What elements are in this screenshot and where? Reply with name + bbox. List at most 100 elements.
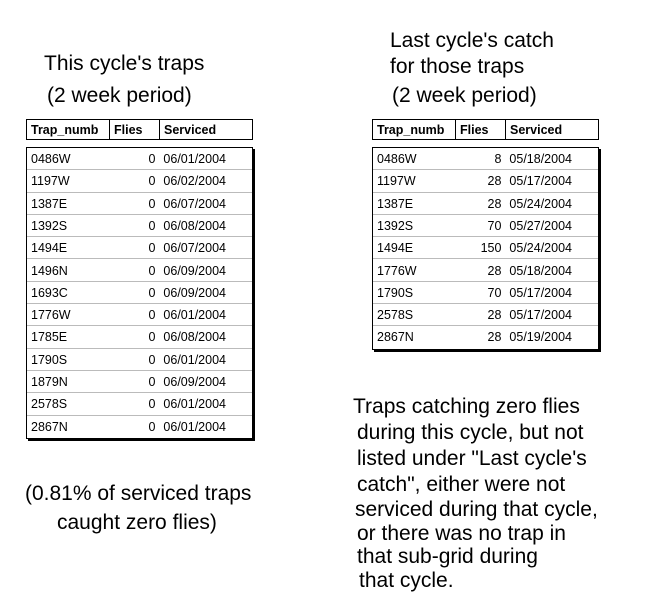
title-line: This cycle's traps xyxy=(44,52,205,75)
note-line: caught zero flies) xyxy=(57,511,217,534)
cell: 28 xyxy=(487,330,502,345)
cell: 05/24/2004 xyxy=(509,196,572,211)
cell: 0 xyxy=(148,330,156,345)
cell: 1879N xyxy=(31,375,68,389)
cell: 1387E xyxy=(377,196,414,211)
table-row: 0486W 8 05/18/2004 xyxy=(373,148,598,171)
table-row: 1494E 0 06/07/2004 xyxy=(27,237,252,260)
cell: 0 xyxy=(148,218,156,233)
cell: 70 xyxy=(487,285,502,300)
header-cell: Flies xyxy=(456,119,506,140)
cell: 06/01/2004 xyxy=(163,397,226,412)
cell: 28 xyxy=(487,174,502,189)
cell: 05/17/2004 xyxy=(509,308,572,323)
note-line: catch", either were not xyxy=(357,473,566,496)
note-line: serviced during that cycle, xyxy=(355,498,598,521)
table-row: 1776W 28 05/18/2004 xyxy=(373,260,598,282)
table-row: 2867N 28 05/19/2004 xyxy=(373,326,598,348)
cell: 2578S xyxy=(31,397,68,412)
cell: 8 xyxy=(494,152,502,166)
cell: 2867N xyxy=(377,330,414,345)
table-row: 0486W 0 06/01/2004 xyxy=(27,148,252,171)
cell: 28 xyxy=(487,196,502,211)
table-row: 1693C 0 06/09/2004 xyxy=(27,282,252,305)
table-row: 2867N 0 06/01/2004 xyxy=(27,416,252,438)
table-row: 1776W 0 06/01/2004 xyxy=(27,304,252,327)
table-row: 1790S 0 06/01/2004 xyxy=(27,349,252,371)
cell: 1197W xyxy=(31,174,70,189)
cell: 0 xyxy=(148,152,156,166)
table-row: 1392S 0 06/08/2004 xyxy=(27,215,252,238)
header-cell: Serviced xyxy=(160,119,253,140)
cell: 06/09/2004 xyxy=(163,263,226,278)
cell: 0 xyxy=(148,263,156,278)
note-line: during this cycle, but not xyxy=(357,421,584,444)
cell: 05/19/2004 xyxy=(509,330,572,345)
cell: 05/18/2004 xyxy=(509,152,572,166)
cell: 05/18/2004 xyxy=(509,263,572,278)
cell: 1494E xyxy=(31,241,68,256)
cell: 2578S xyxy=(377,308,414,323)
cell: 28 xyxy=(487,263,502,278)
table-row: 1197W 28 05/17/2004 xyxy=(373,170,598,193)
cell: 0 xyxy=(148,285,156,300)
cell: 1197W xyxy=(377,174,416,189)
cell: 1392S xyxy=(377,218,414,233)
cell: 2867N xyxy=(31,419,68,434)
cell: 0 xyxy=(148,419,156,434)
table-row: 1790S 70 05/17/2004 xyxy=(373,282,598,305)
cell: 06/02/2004 xyxy=(163,174,226,189)
note-line: listed under "Last cycle's xyxy=(357,447,587,470)
title-line: for those traps xyxy=(390,55,525,78)
cell: 05/17/2004 xyxy=(509,174,572,189)
table-row: 1387E 0 06/07/2004 xyxy=(27,193,252,215)
cell: 1392S xyxy=(31,218,68,233)
cell: 06/01/2004 xyxy=(163,152,226,166)
title-line: Last cycle's catch xyxy=(390,29,554,52)
header-cell: Trap_numb xyxy=(372,119,456,140)
table-row: 1387E 28 05/24/2004 xyxy=(373,193,598,215)
note-line: Traps catching zero flies xyxy=(353,395,580,418)
cell: 0 xyxy=(148,196,156,211)
table-row: 1197W 0 06/02/2004 xyxy=(27,170,252,193)
cell: 1790S xyxy=(377,285,414,300)
cell: 0 xyxy=(148,352,156,367)
title-line: (2 week period) xyxy=(392,84,537,107)
note-line: that cycle. xyxy=(359,569,454,592)
note-line: or there was no trap in xyxy=(357,522,566,545)
cell: 06/08/2004 xyxy=(163,218,226,233)
cell: 05/27/2004 xyxy=(509,218,572,233)
cell: 0 xyxy=(148,375,156,389)
note-line: (0.81% of serviced traps xyxy=(25,482,252,505)
cell: 1776W xyxy=(31,308,71,323)
cell: 70 xyxy=(487,218,502,233)
cell: 0 xyxy=(148,174,156,189)
cell: 06/01/2004 xyxy=(163,308,226,323)
cell: 1494E xyxy=(377,241,414,256)
cell: 0 xyxy=(148,397,156,412)
cell: 0486W xyxy=(377,152,417,166)
cell: 0 xyxy=(148,241,156,256)
cell: 1496N xyxy=(31,263,68,278)
header-cell: Trap_numb xyxy=(26,119,110,140)
cell: 1776W xyxy=(377,263,417,278)
cell: 06/07/2004 xyxy=(163,241,226,256)
table-row: 1494E 150 05/24/2004 xyxy=(373,237,598,260)
table-row: 2578S 0 06/01/2004 xyxy=(27,393,252,416)
table-row: 1785E 0 06/08/2004 xyxy=(27,326,252,349)
cell: 0 xyxy=(148,308,156,323)
table-row: 1496N 0 06/09/2004 xyxy=(27,260,252,282)
cell: 28 xyxy=(487,308,502,323)
cell: 1387E xyxy=(31,196,68,211)
cell: 06/09/2004 xyxy=(163,375,226,389)
cell: 05/24/2004 xyxy=(509,241,572,256)
cell: 06/08/2004 xyxy=(163,330,226,345)
table-row: 1879N 0 06/09/2004 xyxy=(27,371,252,394)
header-cell: Serviced xyxy=(506,119,599,140)
note-line: that sub-grid during xyxy=(357,545,538,568)
cell: 1693C xyxy=(31,285,68,300)
table-header: Trap_numb Flies Serviced xyxy=(26,119,253,140)
cell: 05/17/2004 xyxy=(509,285,572,300)
header-cell: Flies xyxy=(110,119,160,140)
